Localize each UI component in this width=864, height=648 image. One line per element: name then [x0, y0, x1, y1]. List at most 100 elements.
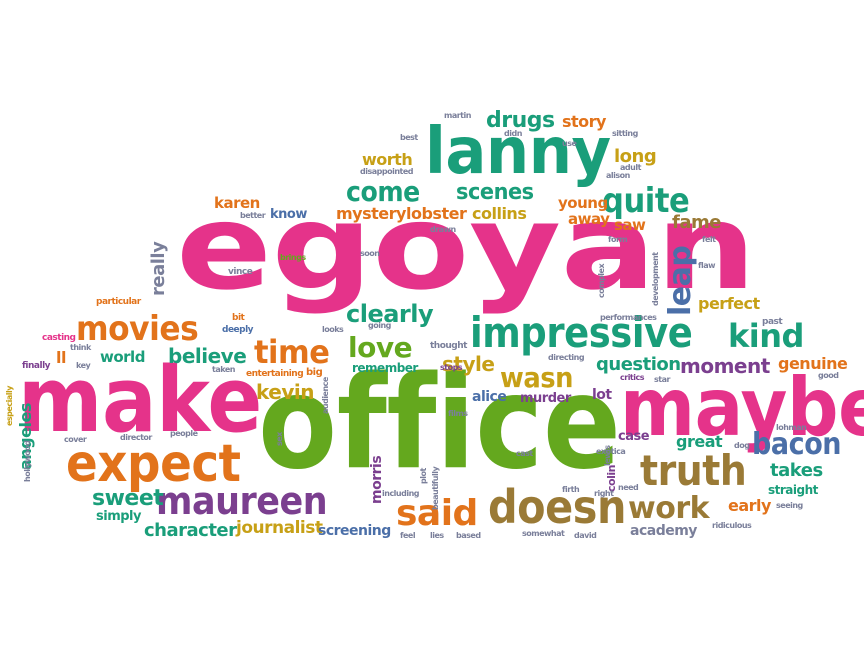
- word-sweet: sweet: [92, 486, 164, 511]
- word-director: director: [120, 433, 152, 442]
- word-office: office: [258, 349, 621, 498]
- word-casting: casting: [42, 333, 76, 343]
- word-colin: colin: [605, 465, 618, 492]
- word-thought: thought: [430, 341, 467, 351]
- word-impressive: impressive: [470, 308, 693, 357]
- word-somewhat: somewhat: [522, 529, 565, 538]
- word-young: young: [558, 194, 608, 212]
- word-right: right: [594, 489, 614, 498]
- word-best: best: [400, 133, 418, 142]
- word-adult: adult: [620, 163, 641, 172]
- word-particular: particular: [96, 297, 141, 307]
- word-dog: dog: [734, 441, 750, 450]
- word-secret: secret: [845, 404, 854, 430]
- word-feel: feel: [400, 531, 416, 540]
- word-sex: sex: [275, 432, 284, 446]
- word-bacon: bacon: [752, 427, 842, 462]
- word-question: question: [596, 354, 681, 375]
- word-better: better: [240, 211, 266, 220]
- word-especially: especially: [5, 386, 14, 426]
- word-form: form: [608, 235, 628, 244]
- word-case: case: [618, 429, 650, 444]
- word-critics: critics: [620, 373, 645, 382]
- word-past: past: [762, 317, 783, 327]
- word-kevin: kevin: [256, 380, 314, 404]
- word-collins: collins: [472, 204, 527, 223]
- word-hollywood: hollywood: [23, 440, 32, 483]
- word-work: work: [628, 491, 710, 526]
- word-expect: expect: [66, 434, 241, 494]
- word-perfect: perfect: [698, 294, 760, 313]
- word-directing: directing: [548, 353, 585, 362]
- word-clearly: clearly: [346, 300, 434, 328]
- word-bit: bit: [232, 313, 245, 323]
- word-truth: truth: [640, 446, 747, 495]
- word-kind: kind: [728, 317, 804, 355]
- word-really: really: [148, 241, 169, 296]
- word-lewis: lewis: [603, 445, 612, 466]
- word-genuine: genuine: [778, 354, 848, 373]
- word-karen: karen: [214, 194, 260, 212]
- word-time: time: [254, 333, 330, 371]
- word-away: away: [568, 210, 610, 228]
- word-fame: fame: [672, 212, 721, 233]
- word-saw: saw: [614, 216, 646, 234]
- word-character: character: [144, 520, 237, 541]
- word-maybe: maybe: [620, 361, 864, 454]
- word-egoyan: egoyan: [176, 178, 756, 316]
- word-exotica: exotica: [596, 447, 626, 456]
- word-performances: performances: [600, 313, 657, 322]
- word-think: think: [70, 343, 91, 352]
- word-style: style: [442, 352, 495, 376]
- word-alison: alison: [606, 171, 630, 180]
- word-films: films: [448, 409, 468, 418]
- word-alice: alice: [472, 389, 507, 405]
- word-ridiculous: ridiculous: [712, 521, 752, 530]
- word-doesn: doesn: [488, 480, 627, 534]
- word-journalist: journalist: [236, 518, 323, 538]
- word-vince: vince: [228, 267, 253, 277]
- word-maureen: maureen: [156, 479, 328, 523]
- word-long: long: [614, 146, 657, 167]
- word-lobster: lobster: [406, 204, 467, 223]
- word-mystery: mystery: [336, 204, 406, 223]
- word-need: need: [618, 483, 639, 492]
- word-entertaining: entertaining: [246, 369, 304, 379]
- word-screening: screening: [318, 523, 391, 539]
- word-come: come: [346, 175, 420, 208]
- word-complex: complex: [597, 263, 606, 298]
- word-academy: academy: [630, 523, 697, 539]
- word-big: big: [306, 367, 323, 378]
- word-lanny: lanny: [425, 115, 611, 189]
- word-know: know: [270, 207, 307, 222]
- word-remember: remember: [352, 361, 418, 375]
- word-flaw: flaw: [698, 261, 716, 270]
- word-worth: worth: [362, 150, 413, 169]
- word-takes: takes: [770, 460, 823, 481]
- word-felt: felt: [702, 235, 716, 244]
- word-murder: murder: [520, 391, 571, 406]
- word-moment: moment: [680, 354, 770, 378]
- word-world: world: [100, 348, 145, 366]
- word-good: good: [818, 371, 839, 380]
- word-story: story: [562, 112, 606, 131]
- word-deeply: deeply: [222, 325, 254, 335]
- word-star: star: [654, 375, 670, 384]
- word-audience: audience: [321, 377, 330, 414]
- word-beautifully: beautifully: [431, 466, 440, 510]
- word-love: love: [348, 331, 413, 364]
- word-sitting: sitting: [612, 129, 638, 138]
- word-great: great: [676, 432, 723, 451]
- word-said: said: [396, 493, 478, 534]
- word-based: based: [456, 531, 481, 540]
- word-drugs: drugs: [486, 108, 555, 133]
- word-looks: looks: [322, 325, 344, 334]
- word-taken: taken: [212, 365, 235, 374]
- word-quite: quite: [602, 181, 690, 221]
- word-didn: didn: [504, 129, 522, 138]
- word-stops: stops: [440, 363, 463, 372]
- word-lot: lot: [592, 387, 612, 403]
- word-believe: believe: [168, 344, 247, 368]
- word-leap: leap: [663, 245, 698, 316]
